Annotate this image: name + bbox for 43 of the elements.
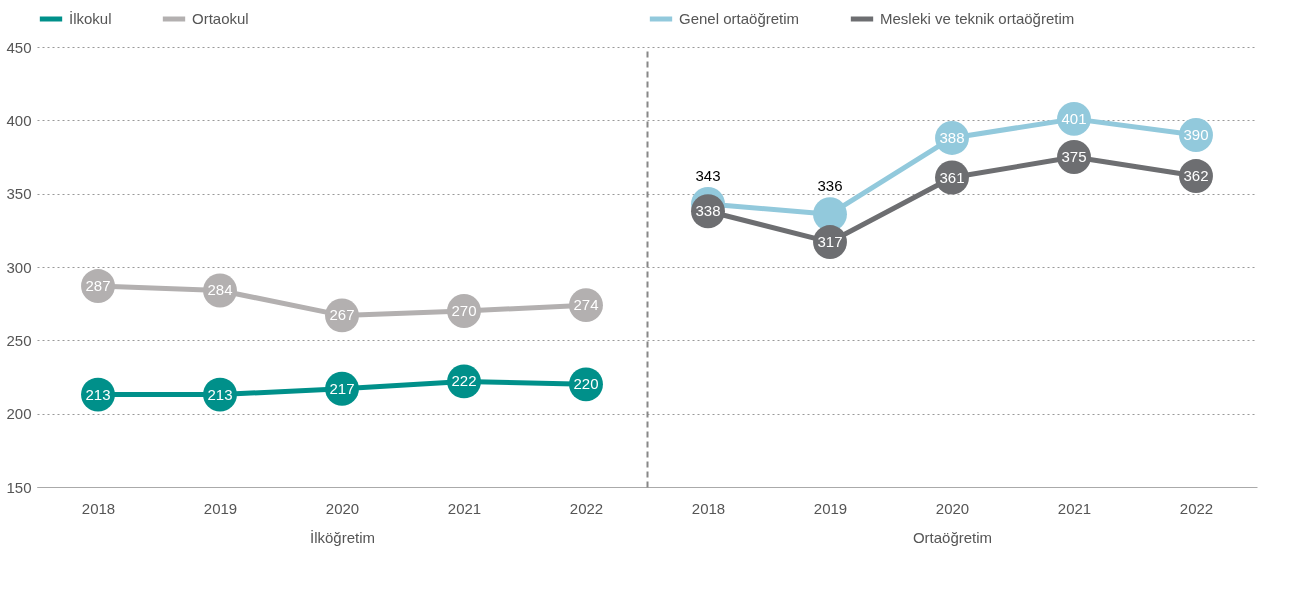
x-tick-label: 2021 <box>447 499 482 517</box>
data-label: 362 <box>1183 167 1209 185</box>
data-label: 274 <box>573 296 599 314</box>
y-tick-label: 150 <box>6 478 32 496</box>
data-label: 338 <box>695 202 721 220</box>
x-axis-title: Ortaöğretim <box>912 528 993 546</box>
x-tick-label: 2020 <box>935 499 970 517</box>
x-tick-label: 2019 <box>813 499 848 517</box>
data-label: 213 <box>207 385 233 403</box>
data-label: 390 <box>1183 126 1209 143</box>
data-label: 343 <box>695 166 721 184</box>
x-axis-title: İlköğretim <box>309 528 376 546</box>
legend-label: Mesleki ve teknik ortaöğretim <box>880 10 1075 27</box>
x-tick-label: 2018 <box>81 499 116 517</box>
data-label: 317 <box>817 233 843 251</box>
x-tick-label: 2022 <box>569 499 604 517</box>
y-tick-label: 450 <box>6 38 32 56</box>
data-label: 222 <box>451 372 477 390</box>
x-tick-label: 2018 <box>691 499 726 517</box>
data-label: 287 <box>85 277 111 295</box>
data-label: 401 <box>1061 109 1087 127</box>
legend-label: Ortaokul <box>192 10 249 27</box>
data-label: 270 <box>451 302 477 319</box>
legend-label: İlkokul <box>69 10 112 27</box>
data-label: 220 <box>573 375 599 393</box>
y-tick-label: 400 <box>6 111 32 129</box>
x-tick-label: 2019 <box>203 499 238 517</box>
data-label: 336 <box>817 177 843 195</box>
x-tick-label: 2021 <box>1057 499 1092 517</box>
y-tick-label: 250 <box>6 331 32 349</box>
data-label: 388 <box>939 128 965 146</box>
data-label: 284 <box>207 281 233 299</box>
x-tick-label: 2022 <box>1179 499 1214 517</box>
data-label: 361 <box>939 168 965 186</box>
data-label: 217 <box>329 379 355 397</box>
data-label: 267 <box>329 306 355 324</box>
x-tick-label: 2020 <box>325 499 360 517</box>
data-label: 375 <box>1061 148 1087 165</box>
y-tick-label: 350 <box>6 185 32 203</box>
data-label: 213 <box>85 385 111 403</box>
legend-label: Genel ortaöğretim <box>679 10 800 27</box>
y-tick-label: 300 <box>6 258 32 276</box>
y-tick-label: 200 <box>6 405 32 423</box>
